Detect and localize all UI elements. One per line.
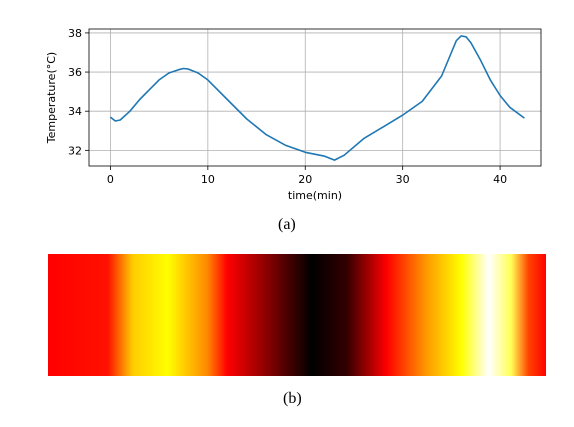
x-tick-label: 20	[298, 173, 312, 186]
temperature-series-line	[109, 35, 525, 161]
caption-a: (a)	[278, 216, 296, 233]
grid-lines	[89, 29, 541, 166]
plot-frame	[88, 28, 542, 167]
x-axis-label: time(min)	[288, 189, 342, 202]
x-tick-label: 0	[107, 173, 114, 186]
x-tick-label: 30	[396, 173, 410, 186]
y-tick-label: 34	[68, 105, 82, 118]
thermal-heatmap-strip	[48, 254, 546, 376]
x-tick-label: 40	[493, 173, 507, 186]
tick-labels: 0 10 20 30 40 32 34 36 38	[68, 27, 507, 186]
caption-b: (b)	[283, 390, 302, 407]
y-tick-label: 36	[68, 66, 82, 79]
y-tick-label: 38	[68, 27, 82, 40]
tick-marks	[85, 32, 501, 170]
y-tick-label: 32	[68, 144, 82, 157]
x-tick-label: 10	[201, 173, 215, 186]
y-axis-label: Temperature(°C)	[45, 52, 58, 144]
